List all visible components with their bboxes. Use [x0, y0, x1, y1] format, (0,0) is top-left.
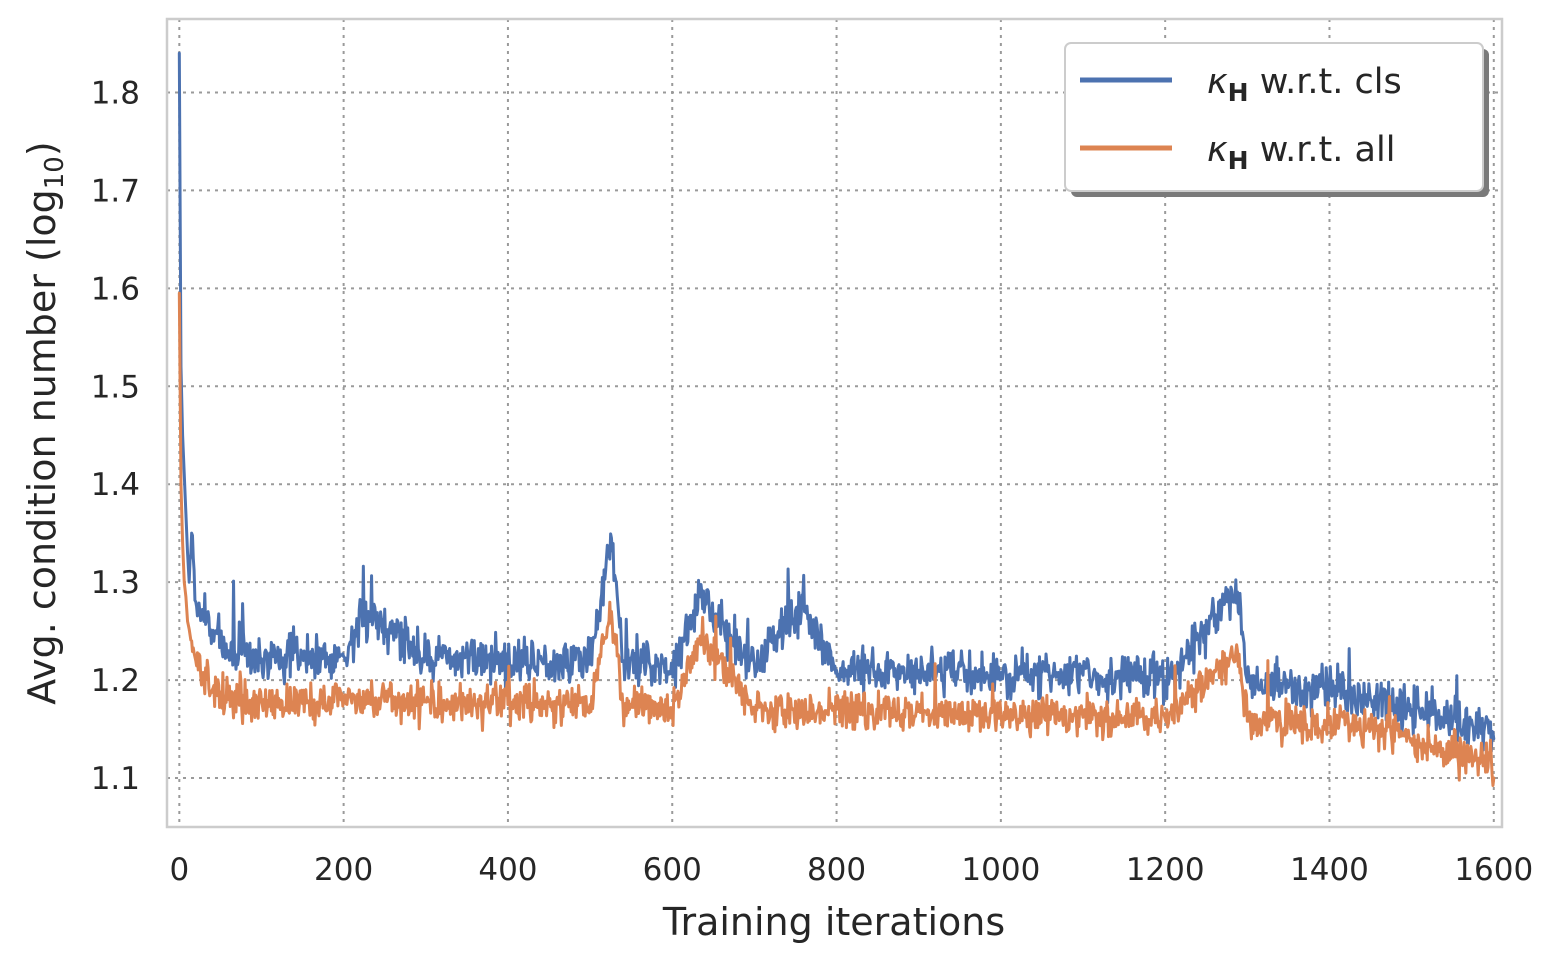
y-tick-label: 1.5 — [91, 369, 140, 405]
x-tick-label: 1200 — [1126, 852, 1205, 888]
series-line-1 — [177, 291, 1496, 788]
x-tick-label: 1600 — [1454, 852, 1533, 888]
x-tick-label: 1000 — [961, 852, 1040, 888]
legend-subscript-cls: H — [1228, 78, 1249, 107]
legend-label-cls: κH w.r.t. cls — [1207, 62, 1402, 107]
legend-subscript-all: H — [1228, 146, 1249, 175]
x-tick-label: 1400 — [1290, 852, 1369, 888]
legend-suffix-cls: w.r.t. cls — [1249, 62, 1402, 102]
x-tick-label: 400 — [478, 852, 537, 888]
y-tick-label: 1.7 — [91, 173, 140, 209]
legend-suffix-all: w.r.t. all — [1249, 130, 1396, 170]
y-axis-label-main: Avg. condition number (log — [20, 189, 64, 704]
x-tick-labels: 0 200 400 600 800 1000 1200 1400 1600 — [169, 852, 1533, 888]
y-tick-label: 1.2 — [91, 663, 140, 699]
legend-kappa-all: κ — [1207, 130, 1228, 170]
y-tick-label: 1.6 — [91, 271, 140, 307]
y-tick-label: 1.8 — [91, 75, 140, 111]
series-layer — [177, 51, 1496, 788]
legend-label-all: κH w.r.t. all — [1207, 130, 1395, 175]
y-axis-label: Avg. condition number (log10) — [20, 141, 70, 704]
plot-frame — [165, 17, 1504, 829]
x-axis-label: Training iterations — [662, 900, 1005, 944]
x-tick-label: 800 — [807, 852, 866, 888]
series-line-0 — [177, 51, 1496, 753]
legend: κH w.r.t. cls κH w.r.t. all — [1064, 42, 1489, 197]
x-tick-label: 600 — [643, 852, 702, 888]
y-tick-labels: 1.1 1.2 1.3 1.4 1.5 1.6 1.7 1.8 — [91, 75, 140, 797]
y-tick-label: 1.4 — [91, 467, 140, 503]
y-tick-label: 1.1 — [91, 761, 140, 797]
y-axis-label-subscript: 10 — [40, 156, 70, 189]
legend-kappa-cls: κ — [1207, 62, 1228, 102]
y-tick-label: 1.3 — [91, 565, 140, 601]
y-axis-label-close: ) — [20, 141, 64, 156]
x-tick-label: 0 — [169, 852, 189, 888]
x-tick-label: 200 — [314, 852, 373, 888]
